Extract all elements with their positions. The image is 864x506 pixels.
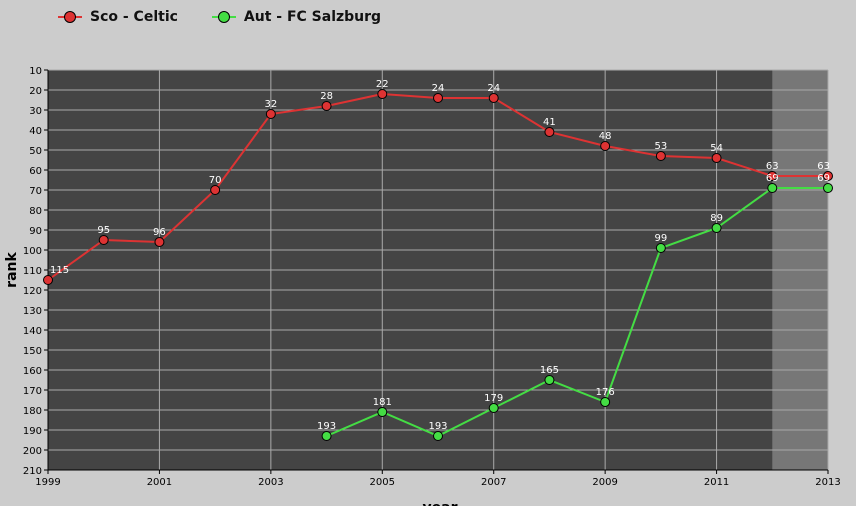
data-point-1 bbox=[321, 431, 332, 441]
y-tick-label: 150 bbox=[23, 346, 42, 357]
x-tick-label: 1999 bbox=[35, 477, 60, 488]
data-label-1: 193 bbox=[317, 421, 336, 432]
data-label-1: 99 bbox=[654, 233, 667, 244]
data-point-1 bbox=[600, 397, 611, 407]
y-tick-label: 50 bbox=[29, 146, 42, 157]
series-line-1 bbox=[326, 187, 828, 438]
y-tick-label: 190 bbox=[23, 426, 42, 437]
data-label-0: 22 bbox=[376, 79, 389, 90]
data-point-0 bbox=[265, 109, 276, 119]
data-point-0 bbox=[544, 127, 555, 137]
data-point-1 bbox=[377, 407, 388, 417]
data-point-1 bbox=[544, 375, 555, 385]
data-point-0 bbox=[433, 93, 443, 103]
data-label-0: 24 bbox=[432, 83, 445, 94]
x-tick-label: 2007 bbox=[481, 477, 506, 488]
data-label-0: 48 bbox=[599, 131, 612, 142]
data-label-1: 193 bbox=[428, 421, 447, 432]
data-point-0 bbox=[321, 101, 332, 111]
y-tick-label: 60 bbox=[29, 166, 42, 177]
data-point-0 bbox=[767, 171, 778, 181]
data-label-1: 179 bbox=[484, 393, 503, 404]
data-label-0: 63 bbox=[817, 161, 830, 172]
data-label-0: 70 bbox=[209, 175, 222, 186]
data-point-1 bbox=[433, 431, 443, 441]
data-label-0: 32 bbox=[264, 99, 277, 110]
data-point-0 bbox=[98, 235, 109, 245]
data-label-0: 95 bbox=[97, 225, 110, 236]
data-point-1 bbox=[488, 403, 499, 413]
data-point-1 bbox=[711, 223, 722, 233]
data-label-1: 69 bbox=[766, 173, 779, 184]
y-tick-label: 170 bbox=[23, 386, 42, 397]
y-tick-label: 90 bbox=[29, 226, 42, 237]
data-label-1: 165 bbox=[540, 365, 559, 376]
y-tick-label: 130 bbox=[23, 306, 42, 317]
data-point-1 bbox=[823, 183, 833, 193]
data-point-0 bbox=[210, 185, 221, 195]
x-tick-label: 2011 bbox=[704, 477, 729, 488]
data-label-1: 69 bbox=[817, 173, 830, 184]
legend-label-salzburg: Aut - FC Salzburg bbox=[243, 9, 382, 25]
y-tick-label: 100 bbox=[23, 246, 42, 257]
x-tick-label: 2013 bbox=[815, 477, 840, 488]
y-tick-label: 40 bbox=[29, 126, 42, 137]
legend: Sco - Celtic Aut - FC Salzburg bbox=[58, 9, 415, 25]
x-tick-label: 2005 bbox=[370, 477, 395, 488]
y-tick-label: 120 bbox=[23, 286, 42, 297]
x-tick-label: 2003 bbox=[258, 477, 283, 488]
data-point-0 bbox=[377, 89, 388, 99]
data-label-0: 115 bbox=[50, 265, 69, 276]
legend-swatch-salzburg bbox=[211, 10, 236, 24]
y-tick-label: 180 bbox=[23, 406, 42, 417]
y-axis-title: rank bbox=[4, 252, 20, 288]
x-tick-label: 2009 bbox=[592, 477, 617, 488]
y-tick-label: 160 bbox=[23, 366, 42, 377]
legend-swatch-celtic bbox=[58, 10, 82, 24]
data-point-1 bbox=[655, 243, 666, 253]
data-point-0 bbox=[711, 153, 722, 163]
legend-item-celtic: Sco - Celtic bbox=[58, 9, 178, 25]
legend-item-salzburg: Aut - FC Salzburg bbox=[211, 9, 382, 25]
data-point-0 bbox=[43, 275, 53, 285]
y-tick-label: 10 bbox=[29, 66, 42, 77]
x-axis-title: year bbox=[423, 500, 458, 506]
data-point-0 bbox=[600, 141, 611, 151]
data-point-0 bbox=[823, 171, 833, 181]
data-label-0: 54 bbox=[710, 143, 723, 154]
y-tick-label: 30 bbox=[29, 106, 42, 117]
x-tick-label: 2001 bbox=[147, 477, 172, 488]
data-label-1: 89 bbox=[710, 213, 723, 224]
data-point-0 bbox=[488, 93, 499, 103]
right-edge-strip bbox=[856, 0, 864, 506]
data-label-0: 41 bbox=[543, 117, 556, 128]
legend-label-celtic: Sco - Celtic bbox=[90, 9, 178, 25]
y-tick-label: 80 bbox=[29, 206, 42, 217]
data-label-0: 63 bbox=[766, 161, 779, 172]
y-tick-label: 70 bbox=[29, 186, 42, 197]
data-label-1: 181 bbox=[373, 397, 392, 408]
data-label-0: 24 bbox=[487, 83, 500, 94]
data-label-1: 176 bbox=[596, 387, 615, 398]
data-label-0: 53 bbox=[654, 141, 667, 152]
data-point-1 bbox=[767, 183, 778, 193]
data-point-0 bbox=[154, 237, 165, 247]
data-label-0: 96 bbox=[153, 227, 166, 238]
y-tick-label: 20 bbox=[29, 86, 42, 97]
y-tick-label: 140 bbox=[23, 326, 42, 337]
y-tick-label: 110 bbox=[23, 266, 42, 277]
data-point-0 bbox=[655, 151, 666, 161]
y-tick-label: 210 bbox=[23, 466, 42, 477]
data-label-0: 28 bbox=[320, 91, 333, 102]
y-tick-label: 200 bbox=[23, 446, 42, 457]
